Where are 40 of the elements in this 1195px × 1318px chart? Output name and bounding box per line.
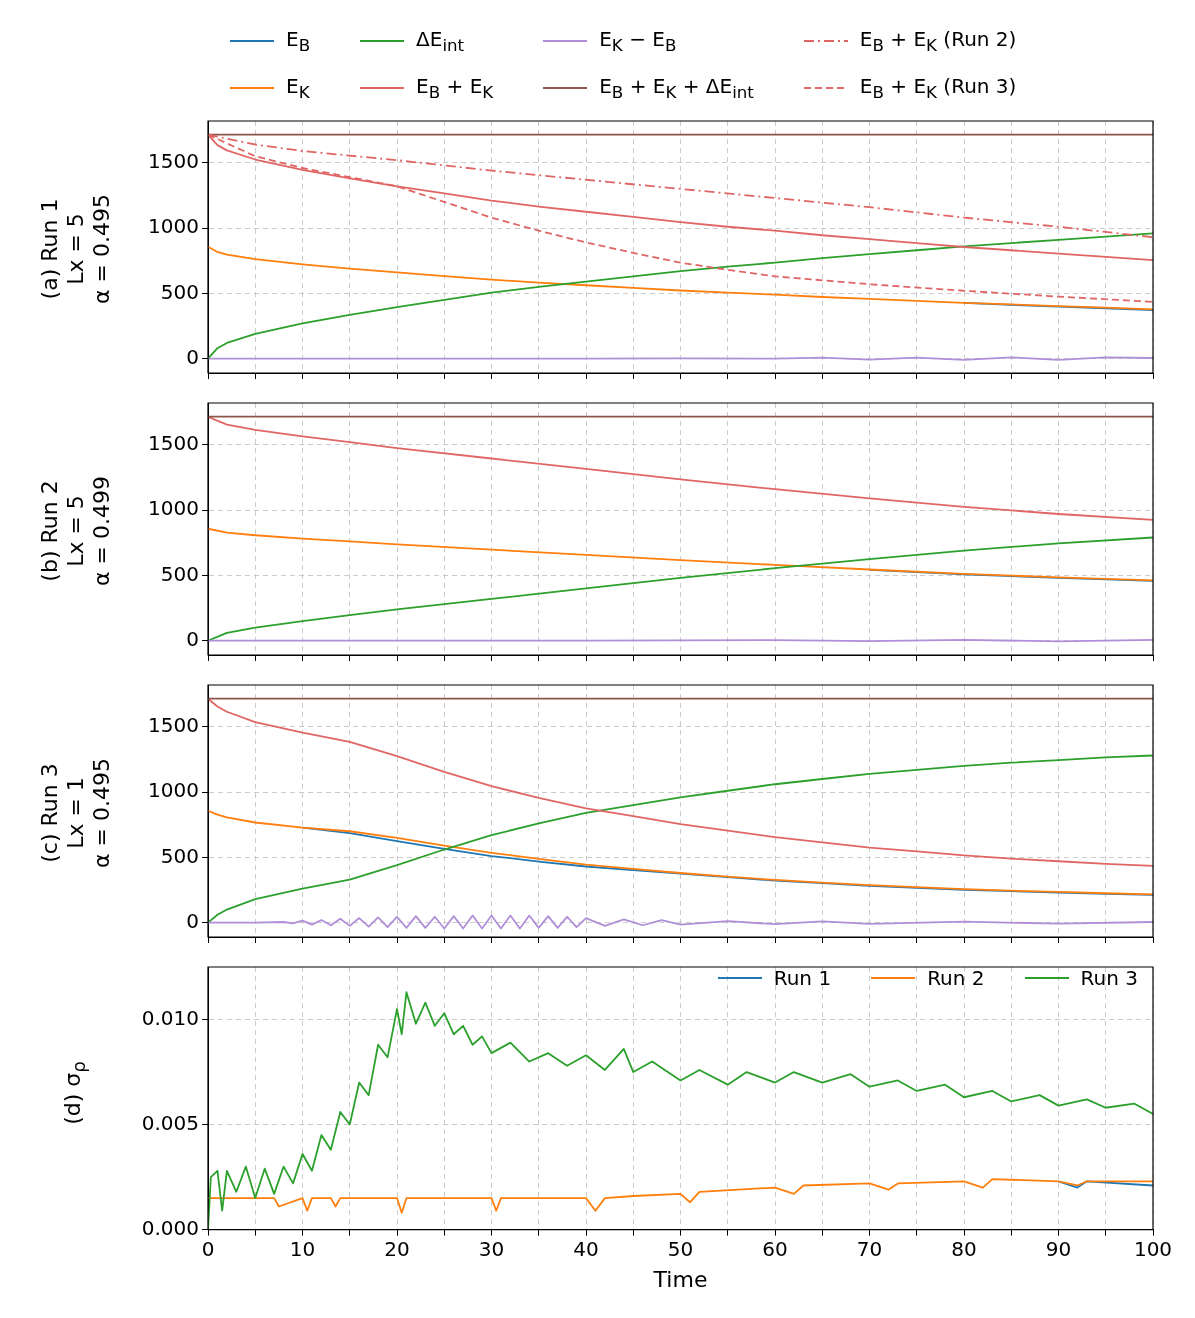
y-tick-label: 0.005 [141, 1110, 199, 1135]
y-tick-label: 0 [186, 908, 199, 933]
legend-label: E$_{B}$ [286, 26, 311, 55]
y-tick-label: 1500 [148, 712, 199, 737]
y-tick-label: 0.010 [141, 1005, 199, 1030]
x-tick-label: 30 [478, 1236, 505, 1261]
legend-label: Run 2 [927, 966, 985, 990]
legend-label: Run 3 [1080, 966, 1138, 990]
legend-label: ΔE$_{int}$ [416, 26, 465, 55]
y-tick-label: 500 [160, 561, 199, 586]
y-axis-title: (c) Run 3 Lx = 1 α = 0.495 [37, 758, 115, 868]
y-tick-label: 1000 [148, 496, 199, 521]
x-tick-label: 20 [384, 1236, 410, 1261]
legend-label: E$_{B}$ + E$_{K}$ (Run 2) [859, 26, 1017, 55]
y-tick-label: 1000 [148, 778, 199, 803]
y-tick-label: 1500 [148, 430, 199, 455]
y-tick-label: 0.000 [141, 1215, 199, 1240]
legend-label: E$_{B}$ + E$_{K}$ (Run 3) [859, 73, 1017, 102]
y-tick-label: 0 [186, 344, 199, 369]
legend-label: E$_{B}$ + E$_{K}$ [416, 73, 494, 102]
x-tick-label: 40 [573, 1236, 599, 1261]
legend-label: Run 1 [773, 966, 832, 990]
y-tick-label: 500 [160, 843, 199, 868]
x-tick-label: 70 [856, 1236, 883, 1261]
legend-label: E$_{K}$ − E$_{B}$ [599, 26, 677, 55]
x-tick-label: 90 [1045, 1236, 1072, 1261]
y-tick-label: 1500 [148, 148, 199, 173]
x-tick-label: 10 [289, 1236, 316, 1261]
legend-label: E$_{B}$ + E$_{K}$ + ΔE$_{int}$ [599, 73, 754, 102]
x-tick-label: 80 [951, 1236, 977, 1261]
legend-label: E$_{K}$ [286, 73, 310, 102]
y-tick-label: 1000 [148, 214, 199, 239]
x-axis-title: Time [652, 1266, 708, 1292]
x-tick-label: 50 [667, 1236, 694, 1261]
y-tick-label: 0 [186, 626, 199, 651]
x-tick-label: 60 [762, 1236, 788, 1261]
x-tick-label: 100 [1133, 1236, 1173, 1261]
y-axis-title: (a) Run 1 Lx = 5 α = 0.495 [37, 194, 115, 304]
y-tick-label: 500 [160, 279, 199, 304]
y-axis-title: (b) Run 2 Lx = 5 α = 0.499 [37, 476, 115, 586]
